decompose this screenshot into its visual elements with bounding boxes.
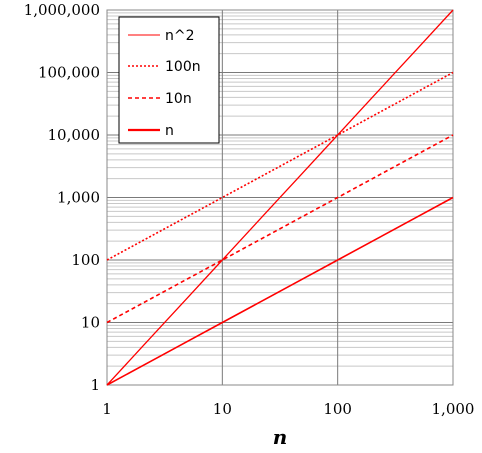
legend-label-100n: 100n [165, 59, 201, 75]
x-tick-label: 1 [102, 400, 112, 418]
series-line-n2 [106, 9, 454, 386]
series-line-100n [106, 71, 454, 261]
legend: n^2 100n 10n n [118, 16, 220, 144]
y-tick-label: 100,000 [38, 64, 100, 82]
y-tick-label: 10,000 [48, 126, 101, 144]
legend-label-n: n [165, 123, 174, 139]
y-axis-ticks: 1 10 100 1,000 10,000 100,000 1,000,000 [24, 1, 100, 394]
y-tick-label: 10 [81, 314, 100, 332]
y-tick-label: 1 [90, 376, 100, 394]
legend-box [118, 16, 220, 144]
legend-label-n2: n^2 [165, 28, 195, 44]
x-axis-title: n [273, 425, 288, 449]
legend-label-10n: 10n [165, 91, 192, 107]
series-line-n [106, 196, 454, 386]
x-tick-label: 1,000 [432, 400, 475, 418]
y-tick-label: 1,000 [57, 189, 100, 207]
y-tick-label: 1,000,000 [24, 1, 100, 19]
minor-gridlines [107, 12, 453, 367]
series-line-10n [106, 134, 454, 324]
x-tick-label: 100 [323, 400, 352, 418]
x-tick-label: 10 [213, 400, 232, 418]
y-tick-label: 100 [71, 251, 100, 269]
series-lines [106, 9, 454, 386]
x-axis-ticks: 1 10 100 1,000 [102, 400, 474, 418]
